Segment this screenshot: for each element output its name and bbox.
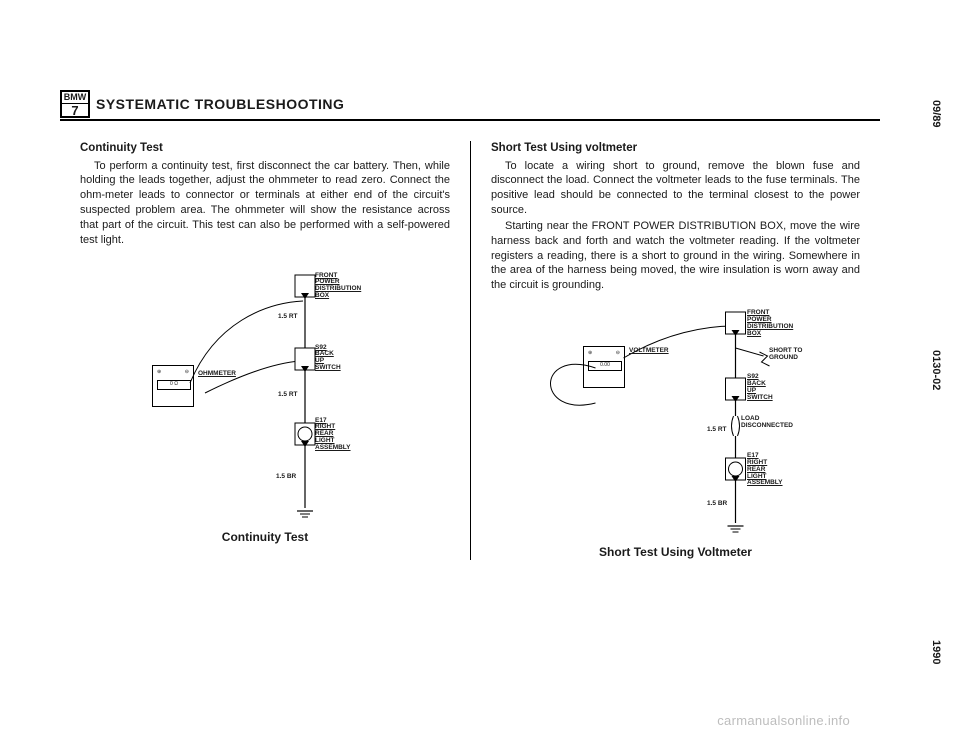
rbox2-label: S92 BACK UP SWITCH [747, 374, 773, 401]
short-diagram-svg [491, 308, 860, 538]
rw2: 1.5 BR [707, 500, 727, 509]
voltmeter-label: VOLTMETER [629, 348, 669, 355]
header-title: SYSTEMATIC TROUBLESHOOTING [96, 96, 344, 112]
box2-label: S92 BACK UP SWITCH [315, 345, 341, 372]
watermark: carmanualsonline.info [717, 713, 850, 728]
rbox3-label: E17 RIGHT REAR LIGHT ASSEMBLY [747, 453, 783, 487]
right-body1-text: To locate a wiring short to ground, remo… [491, 160, 860, 217]
w2: 1.5 RT [278, 391, 298, 400]
side-text: 09/89 0130-02 1990 [930, 90, 950, 680]
badge-top: BMW [62, 92, 88, 104]
side-bot: 1990 [930, 640, 942, 664]
box3-label: E17 RIGHT REAR LIGHT ASSEMBLY [315, 418, 351, 452]
ohmmeter-icon: ⊕ ⊖ 0 Ω [152, 365, 194, 407]
box1-label: FRONT POWER DISTRIBUTION BOX [315, 273, 361, 300]
w1: 1.5 RT [278, 313, 298, 322]
left-body-text: To perform a continuity test, first disc… [80, 160, 450, 246]
page: BMW 7 SYSTEMATIC TROUBLESHOOTING Continu… [60, 90, 880, 680]
bmw-badge: BMW 7 [60, 90, 90, 118]
right-title: Short Test Using voltmeter [491, 141, 860, 157]
side-mid: 0130-02 [930, 350, 942, 390]
left-title: Continuity Test [80, 141, 450, 157]
short-label: SHORT TO GROUND [769, 348, 802, 362]
ohmmeter-label: OHMMETER [198, 371, 236, 378]
left-caption: Continuity Test [80, 529, 450, 545]
right-body2-text: Starting near the FRONT POWER DISTRIBUTI… [491, 220, 860, 291]
right-column: Short Test Using voltmeter To locate a w… [470, 141, 880, 560]
right-caption: Short Test Using Voltmeter [491, 544, 860, 560]
columns: Continuity Test To perform a continuity … [60, 141, 880, 560]
right-body2: Starting near the FRONT POWER DISTRIBUTI… [491, 219, 860, 293]
load-label: LOAD DISCONNECTED [741, 416, 793, 430]
rbox1-label: FRONT POWER DISTRIBUTION BOX [747, 310, 793, 337]
badge-bottom: 7 [62, 104, 88, 117]
side-top: 09/89 [930, 100, 942, 128]
w3: 1.5 BR [276, 473, 296, 482]
voltmeter-icon: ⊕ ⊖ 0.00 [583, 346, 625, 388]
rw1: 1.5 RT [707, 426, 727, 435]
left-diagram: ⊕ ⊖ 0 Ω OHMMETER FRONT POWER DISTRIBUTIO… [80, 263, 450, 523]
right-body1: To locate a wiring short to ground, remo… [491, 159, 860, 218]
continuity-diagram-svg [80, 263, 450, 523]
left-column: Continuity Test To perform a continuity … [60, 141, 470, 560]
right-diagram: ⊕ ⊖ 0.00 VOLTMETER FRONT POWER DISTRIBUT… [491, 308, 860, 538]
left-body: To perform a continuity test, first disc… [80, 159, 450, 248]
vmeter-display: 0.00 [588, 361, 622, 371]
meter-display: 0 Ω [157, 380, 191, 390]
header: BMW 7 SYSTEMATIC TROUBLESHOOTING [60, 90, 880, 121]
